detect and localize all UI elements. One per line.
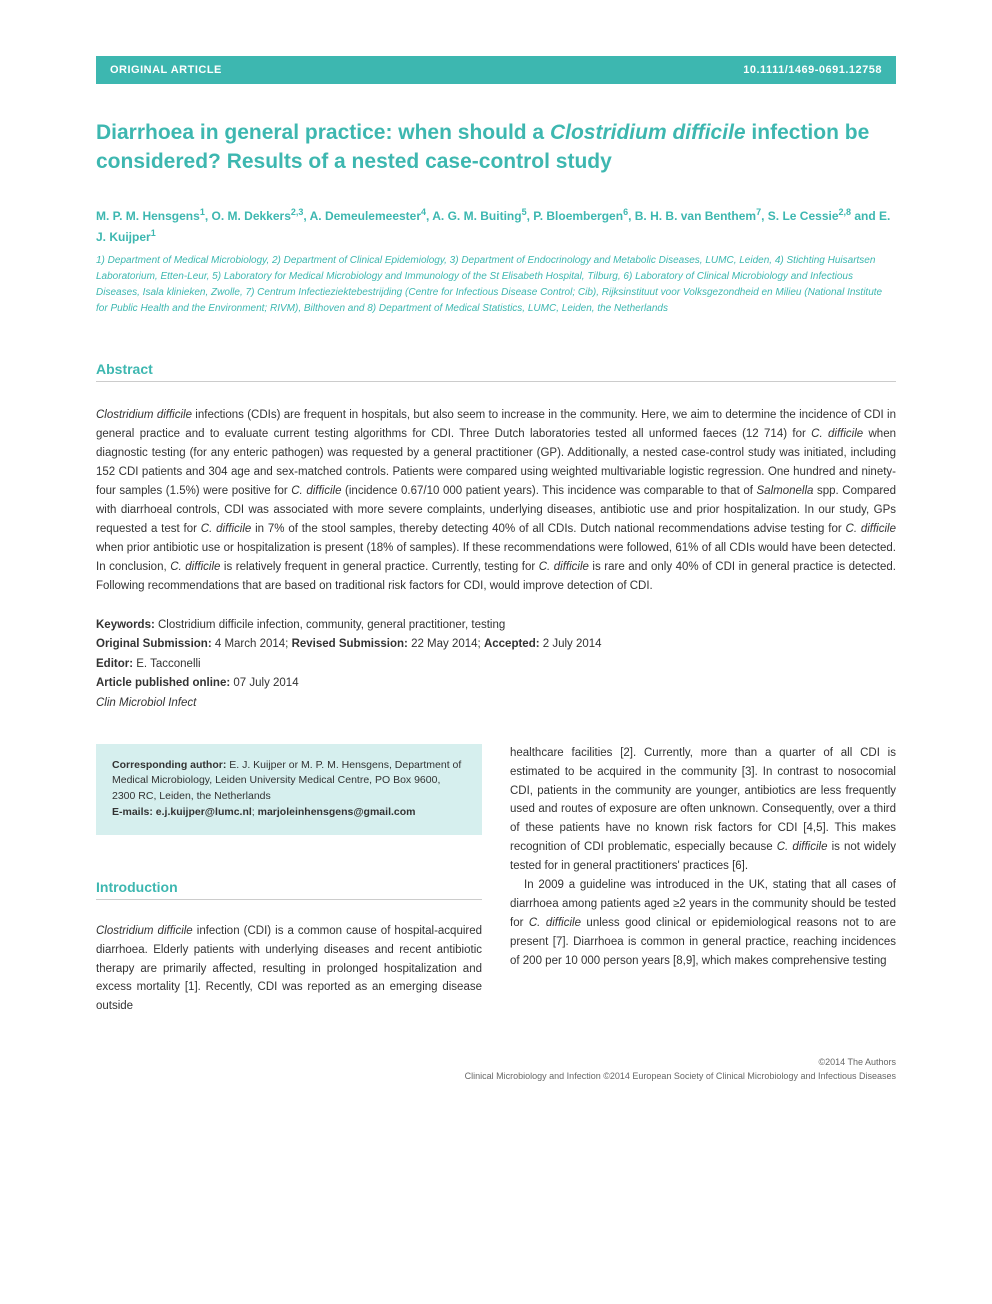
article-title: Diarrhoea in general practice: when shou… — [96, 118, 896, 177]
orig-submission-date: 4 March 2014; — [212, 638, 292, 650]
article-type-label: ORIGINAL ARTICLE — [110, 64, 222, 76]
keywords-label: Keywords: — [96, 619, 155, 631]
corresponding-author-box: Corresponding author: E. J. Kuijper or M… — [96, 744, 482, 835]
author-list: M. P. M. Hensgens1, O. M. Dekkers2,3, A.… — [96, 205, 896, 247]
corr-email-1[interactable]: e.j.kuijper@lumc.nl — [156, 806, 252, 818]
introduction-heading: Introduction — [96, 879, 482, 900]
footer-copyright-1: ©2014 The Authors — [96, 1056, 896, 1070]
published-online-label: Article published online: — [96, 677, 230, 689]
title-pre: Diarrhoea in general practice: when shou… — [96, 121, 550, 144]
journal-name: Clin Microbiol Infect — [96, 694, 896, 714]
editor-label: Editor: — [96, 658, 133, 670]
article-type-bar: ORIGINAL ARTICLE 10.1111/1469-0691.12758 — [96, 56, 896, 84]
title-species: Clostridium difficile — [550, 121, 746, 144]
keywords: Clostridium difficile infection, communi… — [155, 619, 505, 631]
intro-col1-text: Clostridium difficile infection (CDI) is… — [96, 922, 482, 1017]
corr-label: Corresponding author: — [112, 759, 226, 771]
orig-submission-label: Original Submission: — [96, 638, 212, 650]
abstract-heading: Abstract — [96, 361, 896, 382]
corr-email-label: E-mails: — [112, 806, 156, 818]
affiliations: 1) Department of Medical Microbiology, 2… — [96, 253, 896, 317]
revised-submission-date: 22 May 2014; — [408, 638, 484, 650]
abstract-body: Clostridium difficile infections (CDIs) … — [96, 406, 896, 596]
intro-col2-text: healthcare facilities [2]. Currently, mo… — [510, 744, 896, 972]
corr-email-2[interactable]: marjoleinhensgens@gmail.com — [258, 806, 416, 818]
editor-name: E. Tacconelli — [133, 658, 201, 670]
doi: 10.1111/1469-0691.12758 — [743, 64, 882, 76]
revised-submission-label: Revised Submission: — [292, 638, 408, 650]
page-footer: ©2014 The Authors Clinical Microbiology … — [96, 1056, 896, 1083]
published-online-date: 07 July 2014 — [230, 677, 298, 689]
accepted-label: Accepted: — [484, 638, 540, 650]
accepted-date: 2 July 2014 — [540, 638, 602, 650]
footer-copyright-2: Clinical Microbiology and Infection ©201… — [96, 1070, 896, 1084]
article-meta: Keywords: Clostridium difficile infectio… — [96, 616, 896, 714]
